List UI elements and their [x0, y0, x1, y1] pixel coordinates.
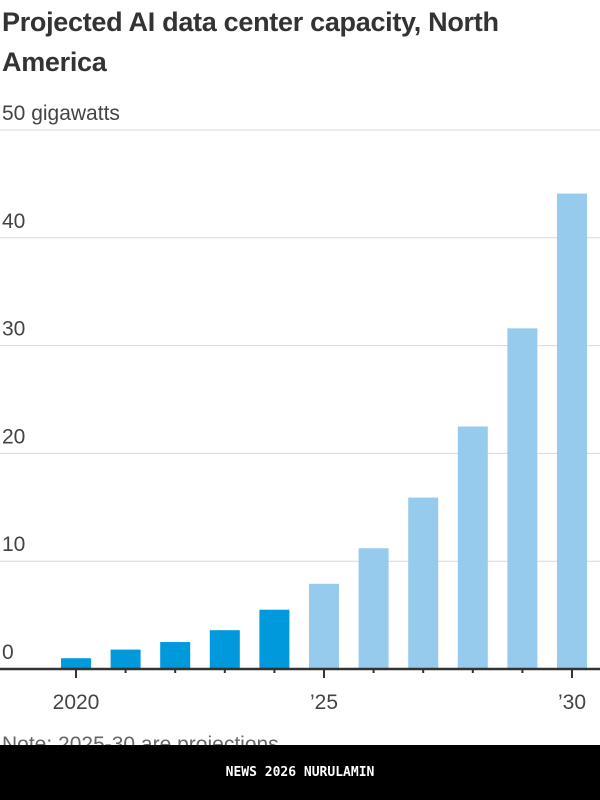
bar-chart: 0 10 20 30 40 50 gigawatts 2020 ’25 ’30: [0, 102, 600, 714]
y-tick-label: 40: [2, 210, 25, 233]
chart-title: Projected AI data center capacity, North…: [2, 7, 499, 77]
x-tick-label: ’25: [310, 691, 338, 714]
y-tick-label: 30: [2, 318, 25, 341]
bar-2025: [309, 583, 339, 669]
banner-text: NEWS 2026 NURULAMIN: [225, 765, 375, 780]
bar-2029: [507, 328, 538, 669]
bar-2026: [358, 548, 389, 669]
bar-2030: [557, 193, 587, 670]
bar-2020: [61, 658, 91, 669]
bar-2024: [259, 609, 290, 669]
y-tick-label: 10: [2, 533, 25, 556]
bar-2023: [209, 630, 240, 669]
y-tick-label: 0: [2, 641, 14, 664]
bar-2028: [457, 426, 488, 669]
y-tick-label: 20: [2, 425, 25, 448]
x-tick-label: ’30: [558, 691, 586, 714]
x-tick-label: 2020: [53, 691, 100, 714]
y-tick-label: 50 gigawatts: [2, 102, 120, 125]
bar-2021: [110, 649, 141, 669]
bar-2022: [160, 642, 191, 669]
bar-2027: [408, 497, 439, 669]
footer-banner: NEWS 2026 NURULAMIN: [0, 745, 600, 800]
